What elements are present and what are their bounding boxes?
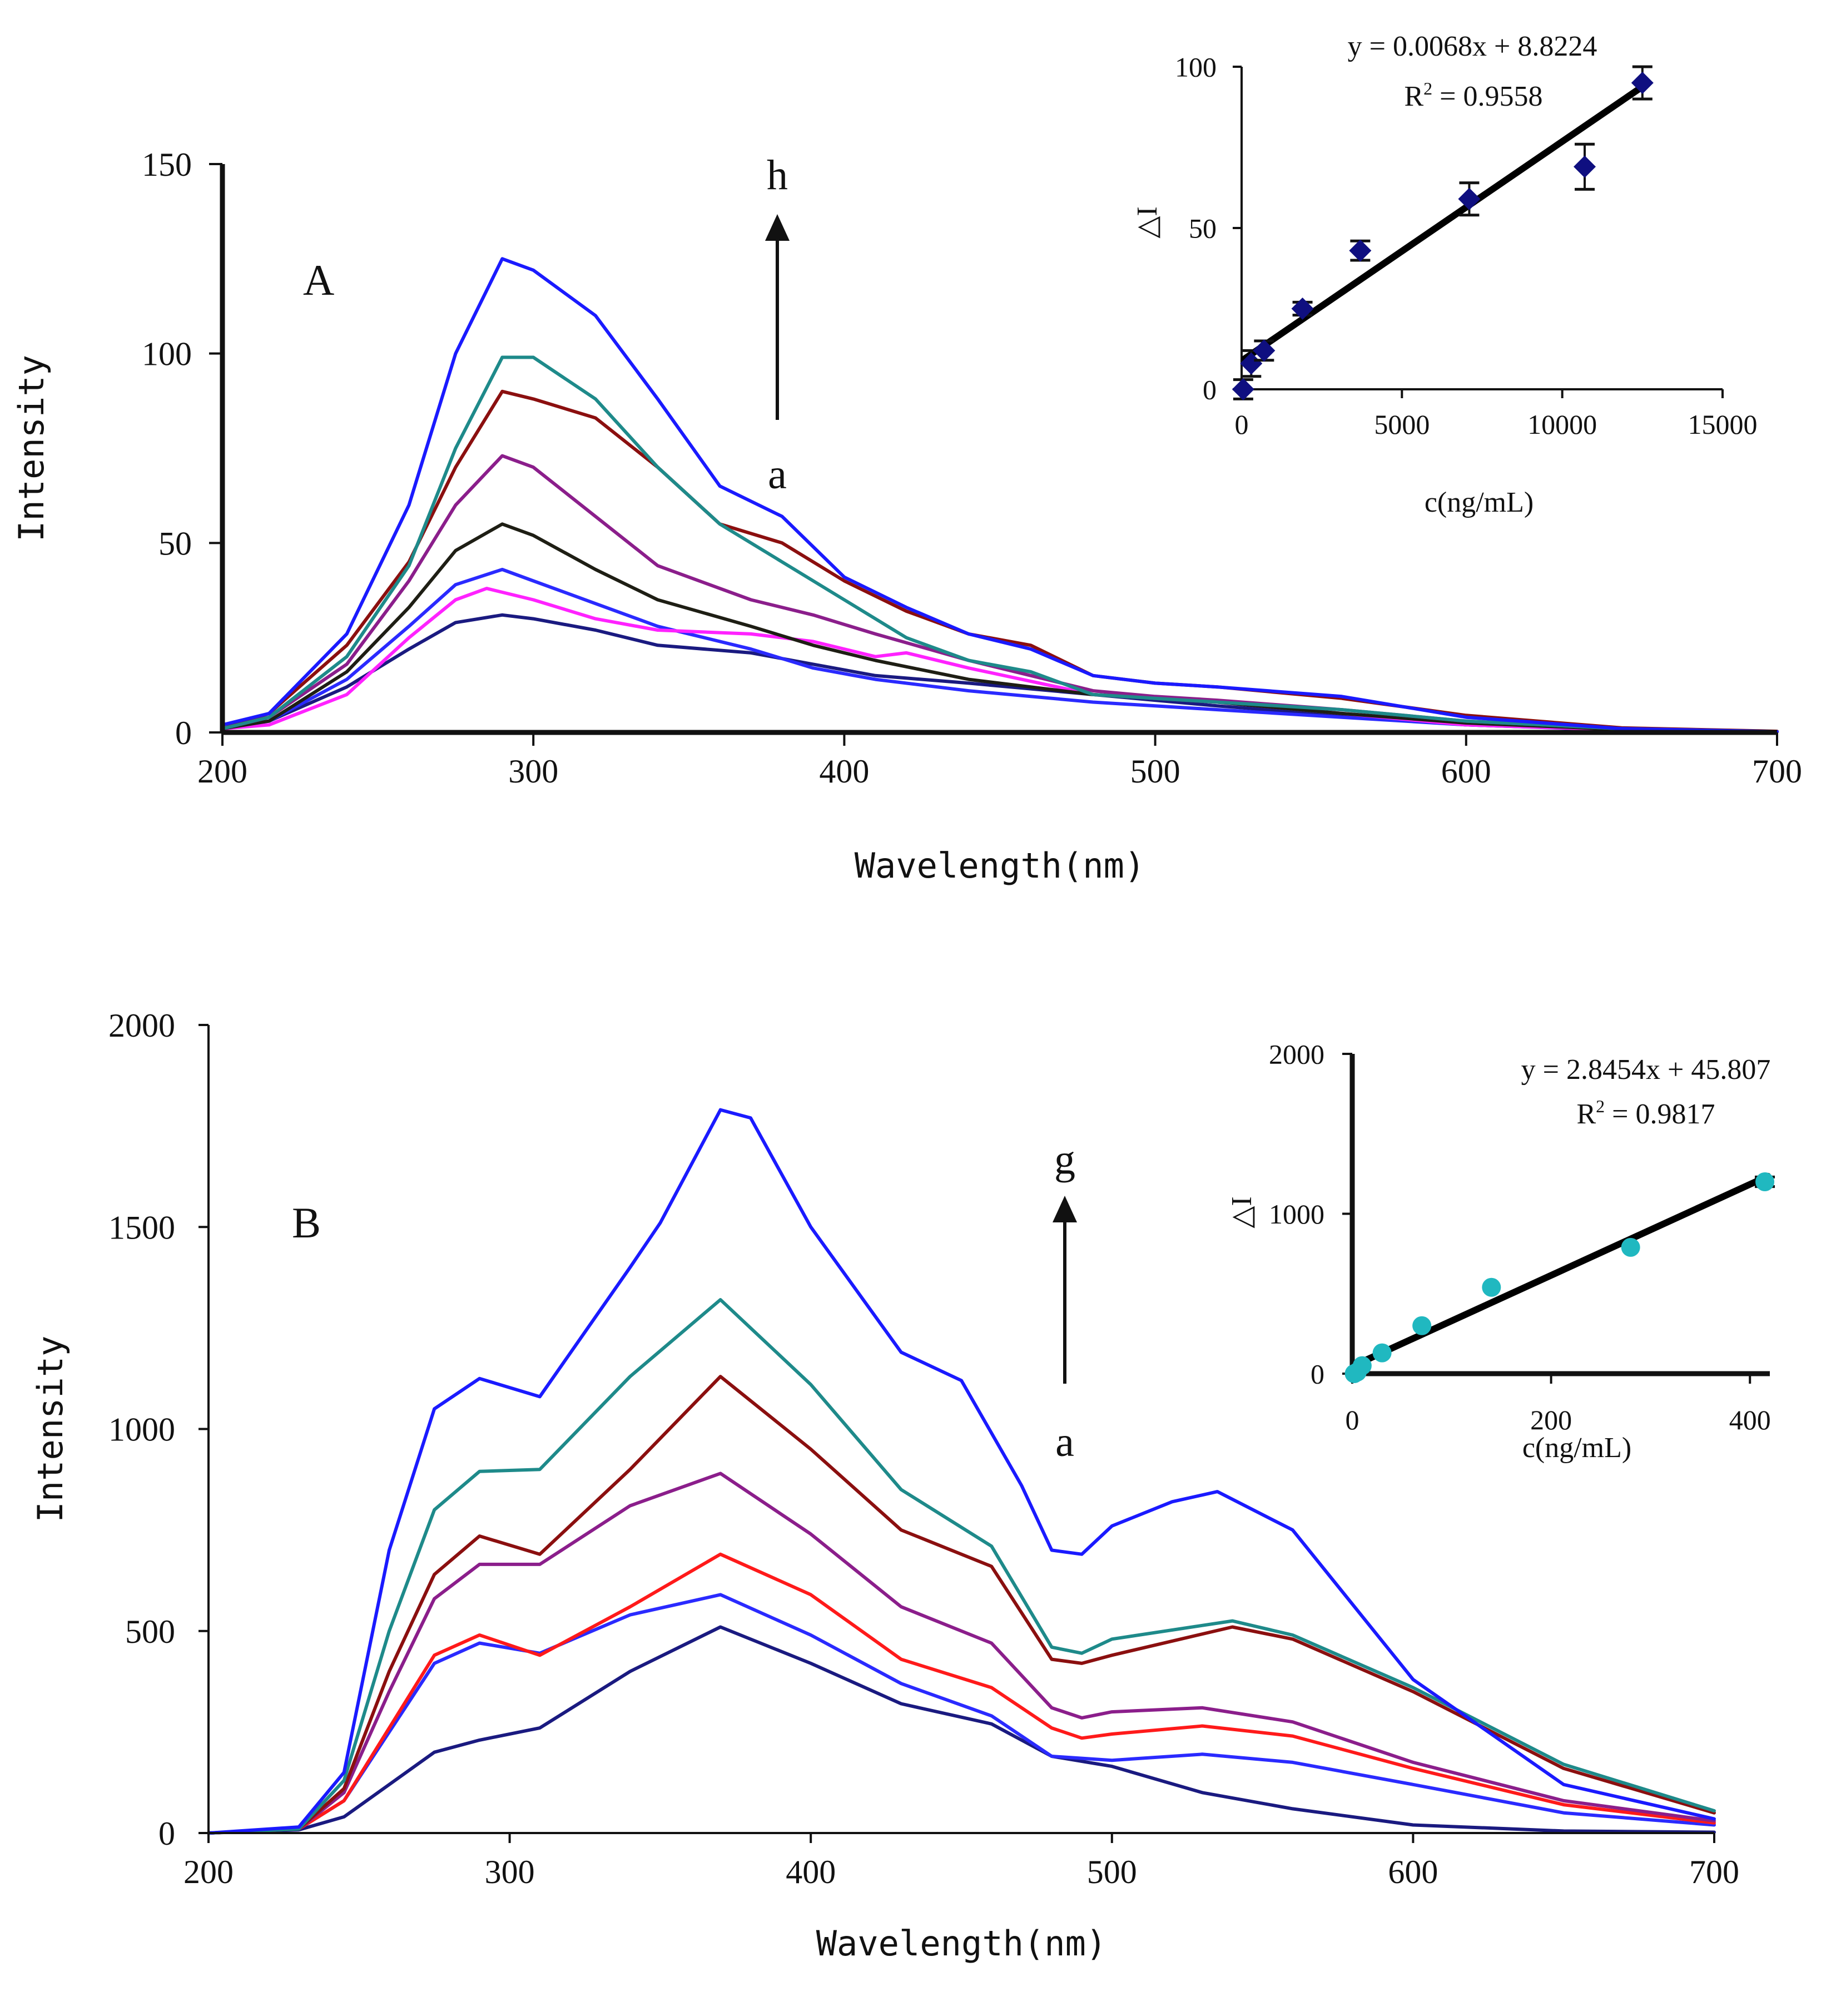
data-point-circle — [1755, 1172, 1775, 1191]
panel-b-inset-chart: 0 200 400 0 1000 2000 y = 2.8454x + 45.807 R2 =… — [1226, 1039, 1775, 1464]
inset-y-axis-title: △I — [1226, 1196, 1258, 1228]
spectrum-line-f — [207, 1298, 1716, 1835]
inset-y-axis-title: △I — [1132, 206, 1163, 238]
y-tick-label: 2000 — [1269, 1039, 1324, 1070]
x-axis-title: Wavelength(nm) — [816, 1923, 1107, 1964]
spectrum-line-d — [221, 522, 1779, 734]
y-tick-label: 2000 — [108, 1007, 175, 1044]
y-tick-label: 100 — [142, 336, 192, 373]
x-tick-label: 300 — [508, 753, 558, 790]
x-axis-title: Wavelength(nm) — [855, 845, 1145, 886]
y-tick-label: 1500 — [108, 1209, 175, 1246]
data-point-circle — [1372, 1343, 1392, 1363]
panel-a-main-chart: 200 300 400 500 600 700050100150Wavelength(nm… — [11, 146, 1802, 886]
r-squared-value: = 0.9558 — [1432, 81, 1542, 112]
x-tick-label: 0 — [1235, 409, 1249, 440]
x-tick-label: 500 — [1087, 1854, 1137, 1890]
spectrum-line-h — [221, 257, 1779, 734]
spectrum-line-c — [207, 1552, 1716, 1835]
x-tick-label: 0 — [1346, 1404, 1359, 1435]
arrow-top-label: h — [767, 152, 788, 199]
y-tick-label: 1000 — [108, 1411, 175, 1448]
data-point-diamond — [1240, 352, 1263, 375]
inset-x-axis-title: c(ng/mL) — [1425, 487, 1534, 518]
r-squared-prefix: R — [1404, 81, 1423, 112]
data-point-circle — [1621, 1237, 1640, 1257]
x-tick-label: 200 — [183, 1854, 234, 1890]
data-point-circle — [1482, 1277, 1501, 1297]
x-tick-label: 400 — [786, 1854, 836, 1890]
data-point-circle — [1412, 1316, 1432, 1335]
x-tick-label: 600 — [1388, 1854, 1438, 1890]
y-tick-label: 1000 — [1269, 1198, 1324, 1230]
arrow-bottom-label: a — [1055, 1419, 1074, 1465]
panel-b-main-chart: 200 300 400 500 600 7000500100015002000Wavele… — [30, 1007, 1739, 1964]
inset-x-axis-title: c(ng/mL) — [1522, 1432, 1631, 1464]
r-squared-value: = 0.9817 — [1605, 1098, 1715, 1130]
y-tick-label: 0 — [1311, 1359, 1324, 1390]
r-squared-prefix: R — [1576, 1098, 1596, 1130]
data-point-diamond — [1291, 298, 1314, 320]
spectrum-line-d — [207, 1472, 1716, 1835]
x-tick-label: 5000 — [1374, 409, 1430, 440]
x-tick-label: 700 — [1752, 753, 1802, 790]
y-axis-title: Intensity — [11, 355, 52, 542]
data-point-diamond — [1349, 239, 1372, 262]
x-tick-label: 400 — [1729, 1404, 1771, 1435]
spectrum-line-g — [207, 1108, 1716, 1835]
r-squared-label: R2 = 0.9558 — [1404, 78, 1542, 112]
regression-equation: y = 0.0068x + 8.8224 — [1348, 31, 1597, 62]
data-point-circle — [1352, 1356, 1372, 1375]
linear-fit-line — [1241, 83, 1646, 362]
spectrum-line-b — [221, 568, 1779, 734]
spectrum-line-a — [207, 1625, 1716, 1835]
data-point-diamond — [1232, 378, 1254, 400]
x-tick-label: 200 — [197, 753, 247, 790]
panel-label: A — [303, 256, 334, 304]
spectrum-line-b — [207, 1593, 1716, 1835]
x-tick-label: 15000 — [1688, 409, 1758, 440]
spectrum-line-g — [221, 355, 1779, 734]
data-point-diamond — [1631, 72, 1654, 94]
y-tick-label: 0 — [158, 1815, 175, 1852]
x-tick-label: 300 — [485, 1854, 535, 1890]
y-tick-label: 500 — [125, 1613, 175, 1650]
spectrum-line-e — [207, 1375, 1716, 1835]
data-point-diamond — [1574, 155, 1596, 178]
y-tick-label: 150 — [142, 146, 192, 183]
x-tick-label: 700 — [1689, 1854, 1739, 1890]
r-squared-exponent: 2 — [1596, 1096, 1605, 1116]
data-point-diamond — [1253, 339, 1276, 362]
y-axis-title: Intensity — [30, 1336, 71, 1523]
x-tick-label: 600 — [1441, 753, 1491, 790]
y-tick-label: 50 — [1189, 213, 1217, 244]
increase-arrow-head — [1053, 1196, 1077, 1222]
y-tick-label: 0 — [1203, 374, 1217, 405]
y-tick-label: 100 — [1175, 52, 1217, 83]
x-tick-label: 10000 — [1527, 409, 1597, 440]
r-squared-exponent: 2 — [1423, 78, 1432, 98]
x-tick-label: 200 — [1530, 1404, 1572, 1435]
y-tick-label: 0 — [175, 715, 192, 751]
x-tick-label: 500 — [1130, 753, 1180, 790]
arrow-top-label: g — [1054, 1136, 1075, 1183]
regression-equation: y = 2.8454x + 45.807 — [1521, 1054, 1771, 1086]
r-squared-label: R2 = 0.9817 — [1576, 1096, 1715, 1130]
x-tick-label: 400 — [819, 753, 869, 790]
y-tick-label: 50 — [158, 525, 192, 562]
panel-a-inset-chart: 0 5000 10000 15000 0 50 100 y = 0.0068x + 8.822… — [1132, 31, 1758, 518]
arrow-bottom-label: a — [768, 451, 787, 498]
increase-arrow-head — [765, 214, 790, 241]
panel-label: B — [292, 1198, 321, 1247]
data-point-diamond — [1458, 187, 1481, 210]
